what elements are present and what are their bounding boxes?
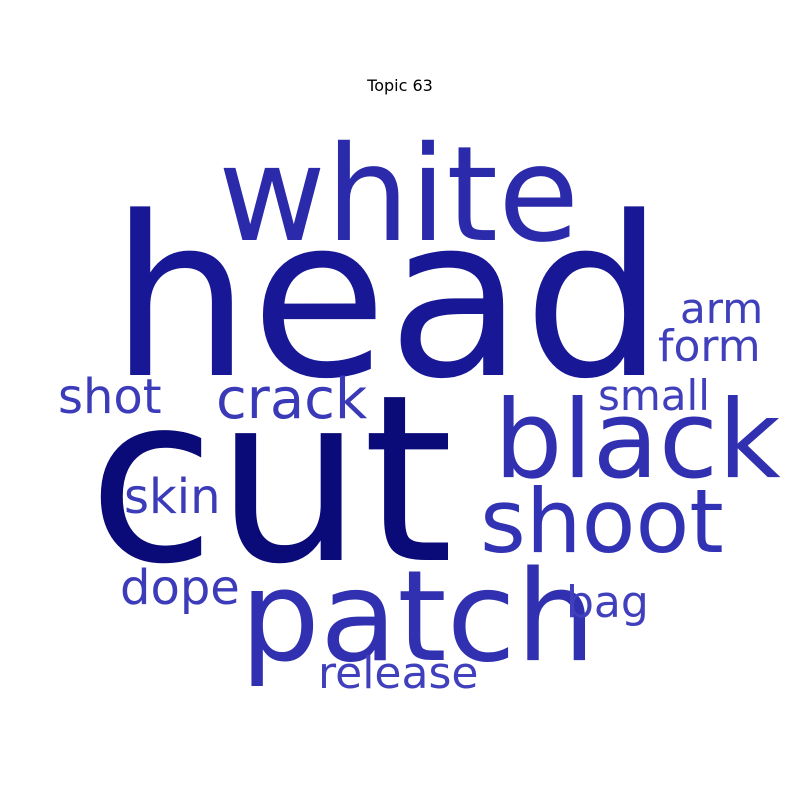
chart-title: Topic 63 xyxy=(367,76,433,95)
word-release: release xyxy=(318,648,478,699)
word-crack: crack xyxy=(216,367,368,432)
word-bag: bag xyxy=(566,577,649,628)
word-cut: cut xyxy=(88,345,454,615)
word-shoot: shoot xyxy=(480,470,724,573)
word-skin: skin xyxy=(124,469,221,525)
word-white: white xyxy=(218,118,579,272)
word-dope: dope xyxy=(120,560,240,616)
word-arm: arm xyxy=(680,284,763,333)
word-small: small xyxy=(598,371,710,420)
word-shot: shot xyxy=(58,369,162,425)
word-black: black xyxy=(494,378,781,503)
word-head: head xyxy=(110,170,664,428)
word-form: form xyxy=(658,321,761,372)
word-patch: patch xyxy=(240,543,596,690)
